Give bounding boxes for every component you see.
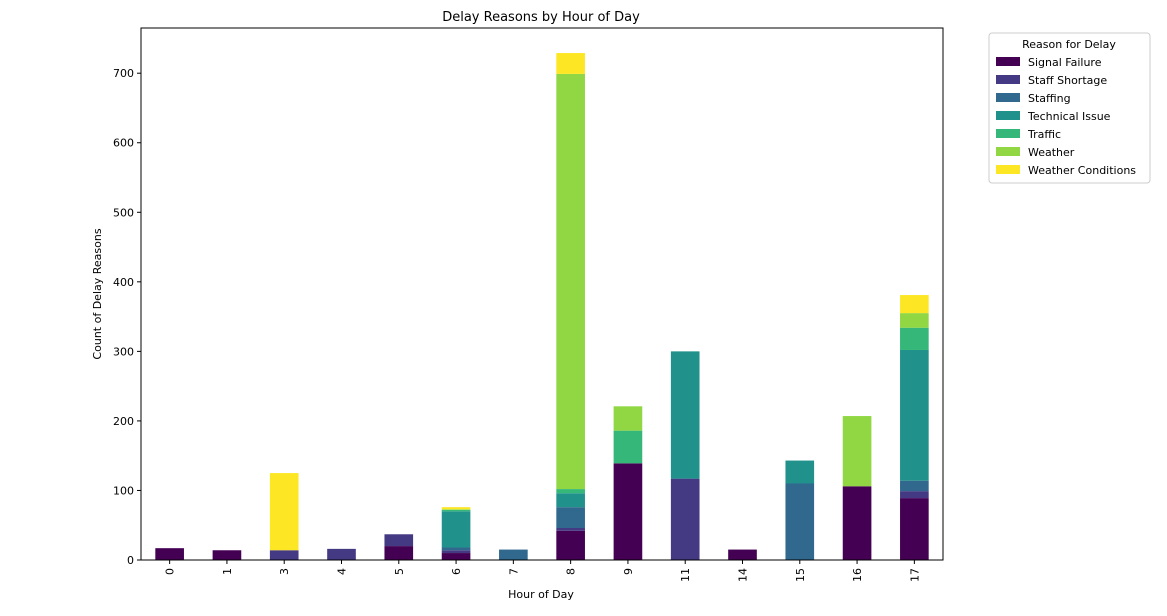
bar-segment bbox=[499, 549, 528, 560]
bar-segment bbox=[785, 460, 815, 484]
bar-segment bbox=[556, 53, 585, 74]
x-tick-label: 8 bbox=[565, 568, 578, 575]
bar-segment bbox=[842, 416, 872, 487]
bar-segment bbox=[900, 349, 929, 481]
chart-title: Delay Reasons by Hour of Day bbox=[442, 10, 640, 25]
bar-segment bbox=[556, 530, 585, 560]
legend-swatch bbox=[996, 147, 1020, 156]
x-tick-label: 11 bbox=[679, 568, 692, 582]
y-tick-label: 0 bbox=[127, 554, 134, 567]
bar-segment bbox=[613, 406, 643, 431]
bar-segment bbox=[384, 534, 414, 547]
bar-segment bbox=[441, 511, 471, 548]
legend-label: Weather Conditions bbox=[1028, 164, 1136, 177]
x-tick-label: 5 bbox=[393, 568, 406, 575]
y-tick-label: 300 bbox=[113, 345, 134, 358]
legend-label: Staff Shortage bbox=[1028, 74, 1107, 87]
y-tick-label: 200 bbox=[113, 415, 134, 428]
bar-segment bbox=[900, 295, 929, 314]
x-tick-label: 7 bbox=[507, 568, 520, 575]
legend: Reason for Delay Signal Failure Staff Sho… bbox=[988, 32, 1151, 184]
legend-swatch bbox=[996, 129, 1020, 138]
bar-segment bbox=[327, 548, 356, 560]
bar-segment bbox=[212, 550, 242, 560]
bar-segment bbox=[900, 491, 929, 499]
plot-frame bbox=[140, 27, 944, 561]
bar-segment bbox=[728, 549, 757, 560]
bar-segment bbox=[556, 493, 585, 508]
x-tick-label: 16 bbox=[851, 568, 864, 582]
y-axis: 0 100 200 300 400 500 600 700 bbox=[113, 67, 141, 567]
legend-items: Signal Failure Staff Shortage Staffing Tech… bbox=[996, 56, 1136, 177]
x-tick-label: 6 bbox=[450, 568, 463, 575]
legend-swatch bbox=[996, 165, 1020, 174]
bar-segment bbox=[613, 463, 643, 560]
bar-segment bbox=[384, 546, 414, 560]
x-tick-label: 15 bbox=[794, 568, 807, 582]
x-tick-label: 9 bbox=[622, 568, 635, 575]
y-tick-label: 700 bbox=[113, 67, 134, 80]
bar-segment bbox=[556, 489, 585, 494]
bar-segment bbox=[441, 553, 471, 560]
x-tick-label: 1 bbox=[221, 568, 234, 575]
legend-swatch bbox=[996, 75, 1020, 84]
legend-swatch bbox=[996, 111, 1020, 120]
x-tick-label: 14 bbox=[737, 568, 750, 582]
legend-title: Reason for Delay bbox=[1022, 38, 1116, 51]
legend-label: Weather bbox=[1028, 146, 1075, 159]
legend-label: Technical Issue bbox=[1027, 110, 1111, 123]
bar-segment bbox=[441, 509, 471, 510]
bar-segment bbox=[441, 507, 471, 510]
bar-segment bbox=[670, 351, 700, 479]
bar-segment bbox=[900, 498, 929, 560]
bar-segment bbox=[613, 430, 643, 464]
bar-segment bbox=[269, 473, 299, 551]
bar-segment bbox=[785, 483, 815, 560]
x-tick-label: 4 bbox=[336, 568, 349, 575]
bar-segment bbox=[556, 528, 585, 531]
legend-box bbox=[988, 32, 1151, 184]
x-tick-label: 3 bbox=[278, 568, 291, 575]
x-axis: 0 1 3 4 5 6 7 8 9 11 14 15 16 17 bbox=[164, 560, 921, 582]
bar-segment bbox=[269, 550, 299, 560]
bar-segment bbox=[441, 550, 471, 554]
y-tick-label: 100 bbox=[113, 484, 134, 497]
bar-segment bbox=[900, 480, 929, 492]
bar-segment bbox=[441, 509, 471, 512]
bar-segment bbox=[556, 73, 585, 490]
y-tick-label: 400 bbox=[113, 276, 134, 289]
y-axis-label: Count of Delay Reasons bbox=[91, 228, 104, 359]
legend-label: Staffing bbox=[1028, 92, 1071, 105]
bar-segment bbox=[900, 313, 929, 328]
bar-segment bbox=[670, 478, 700, 560]
legend-label: Traffic bbox=[1027, 128, 1061, 141]
bar-segment bbox=[155, 548, 184, 560]
x-tick-label: 17 bbox=[908, 568, 921, 582]
bar-segment bbox=[556, 507, 585, 529]
bar-segment bbox=[842, 486, 872, 560]
y-tick-label: 600 bbox=[113, 137, 134, 150]
bar-segment bbox=[900, 327, 929, 350]
x-tick-label: 0 bbox=[164, 568, 177, 575]
bars-group bbox=[155, 53, 929, 560]
x-axis-label: Hour of Day bbox=[508, 588, 574, 601]
legend-swatch bbox=[996, 93, 1020, 102]
y-tick-label: 500 bbox=[113, 206, 134, 219]
legend-label: Signal Failure bbox=[1028, 56, 1102, 69]
legend-swatch bbox=[996, 57, 1020, 66]
bar-segment bbox=[441, 547, 471, 551]
